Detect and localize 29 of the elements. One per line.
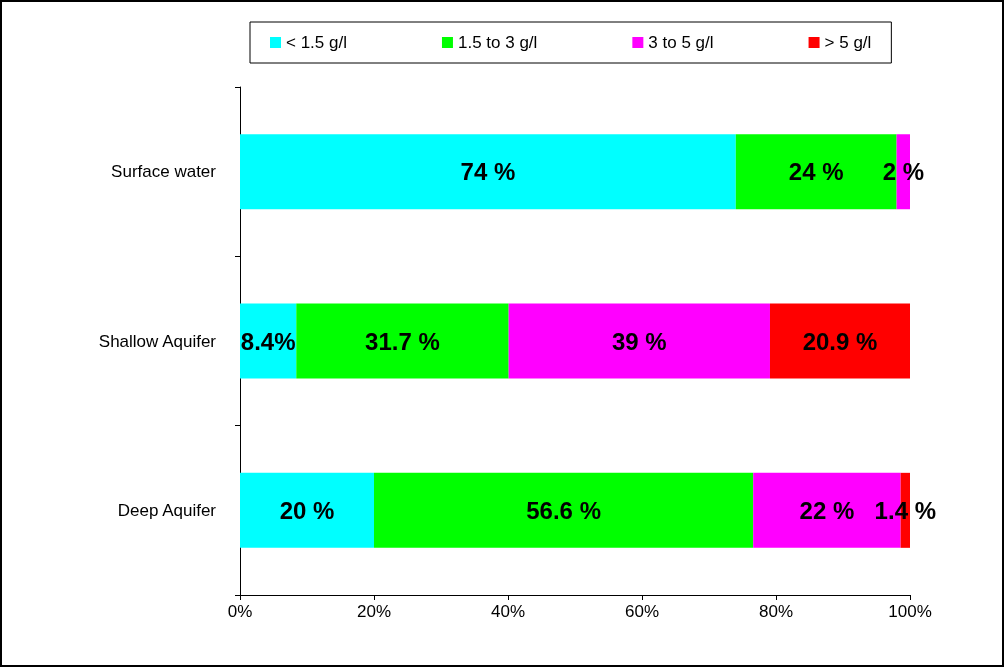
data-label: 39 % (611, 327, 667, 355)
bar (240, 134, 736, 210)
bar (374, 472, 754, 548)
data-label: 22 % (799, 496, 855, 524)
legend-label: 3 to 5 g/l (648, 33, 714, 52)
data-label: 56.6 % (526, 496, 601, 524)
x-tick-label: 60% (624, 602, 660, 621)
y-tick-label: Deep Aquifer (117, 500, 217, 520)
bar (240, 472, 374, 548)
x-tick-label: 100% (888, 602, 932, 621)
legend-label: > 5 g/l (824, 33, 872, 52)
y-tick-label: Shallow Aquifer (98, 331, 217, 351)
x-tick-label: 40% (490, 602, 526, 621)
data-label: 24 % (788, 158, 844, 186)
bar (296, 303, 509, 379)
data-label: 74 % (460, 158, 516, 186)
data-label: 20.9 % (802, 327, 878, 355)
x-tick-label: 20% (356, 602, 392, 621)
data-label: 31.7 % (365, 327, 440, 355)
data-label: 8.4% (240, 327, 296, 355)
bar (735, 134, 897, 210)
x-tick-label: 0% (227, 602, 253, 621)
legend-label: < 1.5 g/l (286, 33, 347, 52)
x-tick-label: 80% (758, 602, 794, 621)
bar (508, 303, 770, 379)
y-tick-label: Surface water (111, 162, 217, 182)
data-label: 20 % (279, 496, 335, 524)
bar (769, 303, 910, 379)
legend-label: 1.5 to 3 g/l (457, 33, 538, 52)
